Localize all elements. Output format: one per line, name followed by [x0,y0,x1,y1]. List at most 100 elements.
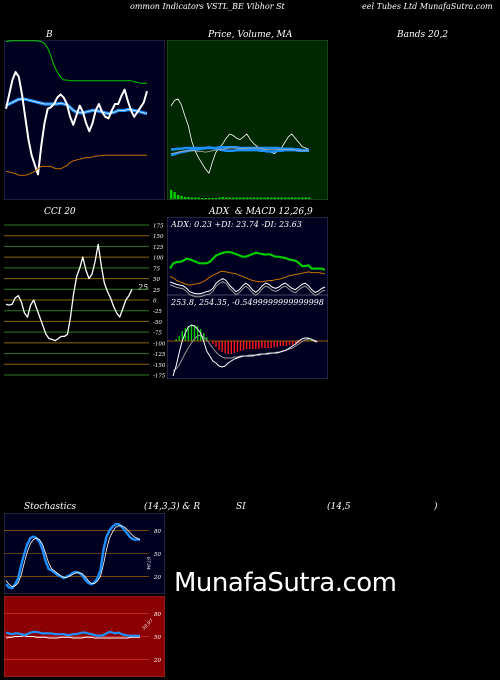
cci-tick-label: -25 [153,309,162,315]
bollinger-chart [4,40,165,200]
bands-title: Bands 20,2 [397,30,449,40]
adx-macd-title: ADX & MACD 12,26,9 [209,207,313,217]
cci-title: CCI 20 [44,207,76,217]
cci-tick-label: -125 [153,352,165,358]
macd-histogram-bar [279,341,282,346]
macd-histogram-bar [190,325,193,341]
bollinger-upper-band-line [5,40,147,84]
cci-tick-label: 100 [153,256,164,262]
stoch-value-label: 67.94 [145,557,151,570]
macd-histogram-bar [215,341,217,347]
volume-bar [297,197,301,199]
price-ma-background [167,40,328,200]
macd-histogram-bar [288,341,291,345]
macd-histogram-bar [239,341,242,351]
macd-histogram-bar [270,341,272,348]
volume-bar [173,192,176,199]
macd-histogram-bar [276,341,278,347]
rsi-params: (14,5 [327,502,351,512]
macd-histogram-bar [248,341,251,349]
macd-histogram-bar [291,341,294,345]
price-ma-title: Price, Volume, MA [208,30,293,40]
cci-tick-label: 50 [153,277,160,283]
volume-bar [287,197,290,199]
volume-bar [266,197,269,199]
volume-bar [263,197,266,199]
bollinger-close-line [5,71,148,176]
volume-bar [232,197,235,199]
stoch-title: Stochastics [24,502,77,512]
volume-bar [276,197,280,199]
rsi-tick-label: 50 [154,635,161,641]
cci-background [4,217,165,379]
macd-histogram-bar [258,341,260,349]
stoch-d-line [5,525,141,587]
volume-bar [270,197,273,199]
macd-histogram-bar [294,341,297,344]
volume-bar [221,197,225,199]
macd-histogram-bar [267,341,269,348]
volume-bar [190,197,194,199]
macd-histogram-bar [193,325,196,341]
macd-histogram-bar [298,341,300,343]
cci-tick-label: 125 [153,245,164,251]
macd-histogram-bar [181,331,183,341]
cci-tick-label: -75 [153,331,162,337]
volume-bar [228,197,232,199]
cci-tick-label: 0 [153,299,157,305]
macd-histogram-bar [227,341,229,354]
cci-tick-label: -150 [153,363,165,369]
stoch-tick-label: 80 [154,529,161,535]
adx-plus-di-line [169,250,326,271]
volume-bar [308,197,311,199]
header-left: ommon Indicators VSTL_BE Vibhor St [130,2,285,11]
macd-histogram-bar [236,341,239,352]
volume-bar [197,197,200,199]
macd-histogram-bar [273,341,275,347]
adx-macd-background [167,217,328,379]
volume-bar [301,197,304,199]
stoch-tick-label: 20 [153,575,161,581]
volume-bar [214,198,218,199]
volume-bar [187,197,190,199]
stoch-params: (14,3,3) & R [144,502,201,512]
volume-bar [180,196,183,199]
rsi-mfi-line [5,635,140,639]
macd-histogram-bar [310,340,312,341]
macd-histogram-bar [242,341,245,350]
cci-tick-label: -175 [153,374,165,380]
volume-bar [283,197,287,199]
cci-chart: 25 175 150 125 100 75 50 25 0 -25 -50 -75 -100 -125 -… [4,217,165,379]
volume-bar [176,195,180,199]
macd-histogram-bar [245,341,248,349]
adx-macd-chart: ADX: 0.23 +DI: 23.74 -DI: 23.63 253.8, 2… [167,217,328,379]
volume-bar [183,197,187,199]
rsi-title: SI [236,502,246,512]
macd-histogram-bar [218,341,220,350]
volume-bar [273,197,276,199]
macd-histogram-bar [178,336,180,341]
cci-tick-label: 75 [153,266,160,272]
volume-bar [256,197,259,199]
volume-bar [242,197,245,199]
volume-bar [201,198,204,199]
macd-histogram-bar [212,341,214,344]
volume-bar [249,197,252,199]
cci-tick-label: 175 [153,224,164,230]
cci-line [5,243,133,342]
volume-bar [304,197,307,199]
rsi-tick-label: 80 [154,612,161,618]
volume-bar [211,198,214,199]
volume-bar [245,197,249,199]
macd-histogram-bar [230,341,233,354]
header-right: eel Tubes Ltd MunafaSutra.com [362,2,493,11]
volume-bar [225,197,228,199]
macd-histogram-bar [307,340,309,341]
volume-bar [194,197,197,199]
macd-histogram-bar [285,341,288,346]
adx-line [169,278,326,295]
rsi-line [5,630,140,637]
volume-bar [259,197,263,199]
